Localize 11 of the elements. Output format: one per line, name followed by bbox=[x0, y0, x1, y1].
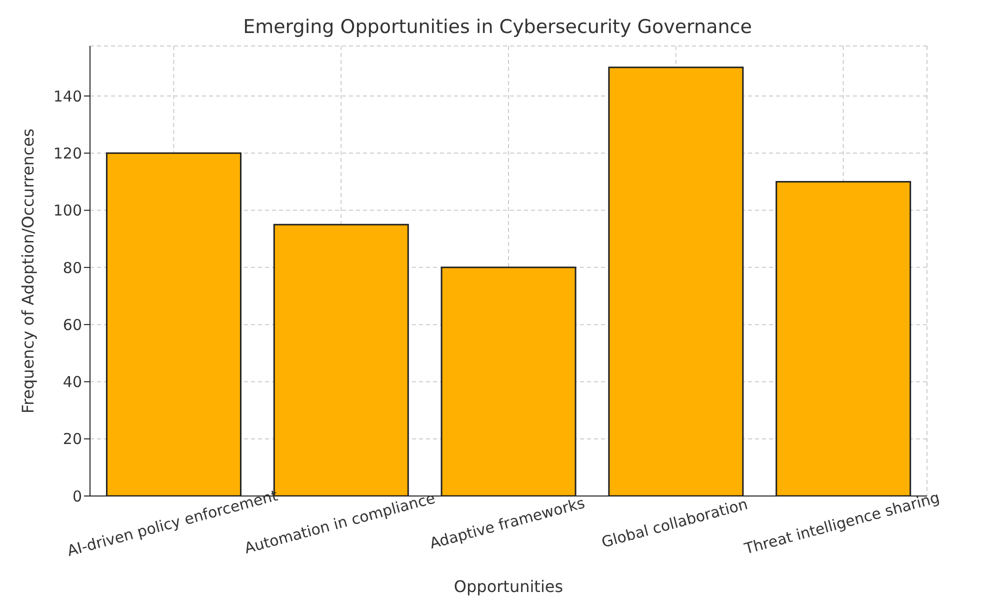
y-tick-label: 140 bbox=[53, 87, 82, 106]
y-tick-label: 120 bbox=[53, 144, 82, 162]
chart-title: Emerging Opportunities in Cybersecurity Governance bbox=[242, 16, 753, 38]
y-tick-label: 100 bbox=[53, 202, 82, 220]
x-axis-title: Opportunities bbox=[454, 577, 564, 596]
y-tick-label: 20 bbox=[62, 430, 82, 448]
y-tick-label: 40 bbox=[62, 373, 82, 392]
y-tick-label: 0 bbox=[72, 487, 82, 506]
y-tick-label: 60 bbox=[62, 316, 82, 334]
y-axis-title: Frequency of Adoption/Occurrences bbox=[18, 128, 38, 414]
y-tick-label: 80 bbox=[62, 258, 82, 277]
